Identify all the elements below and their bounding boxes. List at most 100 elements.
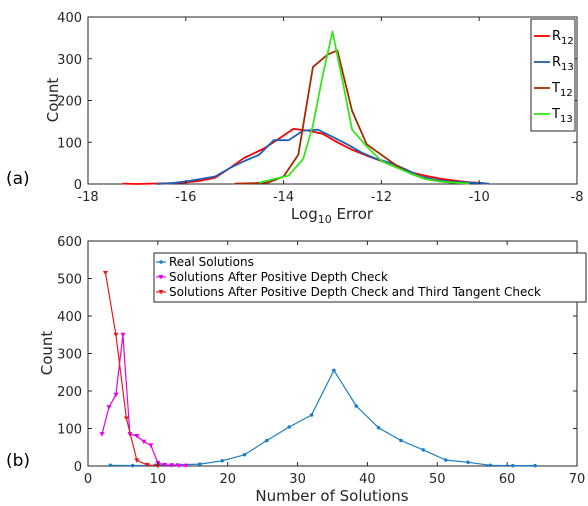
plot-b-legend-box [153,252,587,303]
plot-a-legend-label-main: T [551,107,560,122]
plot-b-series-0-line [110,369,536,467]
plot-a-legend-label-main: R [552,55,561,70]
plot-b-ylabel: Count [38,331,56,376]
plot-b-legend-label: Solutions After Positive Depth Check and… [169,285,541,299]
plot-a-ylabel: Count [44,78,62,123]
plot-b-xtick-label: 70 [569,472,586,487]
plot-a-ytick-label: 400 [57,11,82,26]
plot-b-series-0-point [108,463,113,468]
plot-a-legend-label-sub: 12 [561,36,574,47]
plot-a-xtick-label: -16 [175,190,196,205]
plot-b-series-2-point [144,462,150,468]
plot-a-xtick-label: -18 [77,190,98,205]
plot-b-series-0-point [510,463,515,468]
plot-b-series-0-point [421,448,426,452]
plot-a-ytick-label: 100 [57,136,82,151]
plot-b-ytick-label: 400 [57,310,82,325]
plot-b-series-0-point [242,452,247,457]
plot-b-legend-label: Solutions After Positive Depth Check [169,270,388,284]
panel-b: (b) 0 10 20 30 40 50 60 70 0 100 200 300 400 500 600 C… [6,235,587,505]
plot-b-ytick-label: 100 [57,423,82,438]
plot-b-series-0-point [354,404,359,408]
panel-a-label: (a) [6,169,30,189]
plot-b-ytick-label: 500 [57,273,82,288]
plot-a-xlabel-rest: Error [332,205,374,223]
plot-b-series-0-point [220,458,224,463]
plot-b-series-1-point [99,432,105,437]
plot-b-xtick-label: 40 [359,472,376,487]
plot-b-series-2-point [155,464,161,469]
plot-b-xtick-label: 50 [429,472,446,487]
plot-b-xtick-label: 0 [84,472,92,487]
plot-a-xlabel-sub: 10 [318,213,332,226]
plot-b-series-0-point [533,463,537,468]
plot-a-xtick-label: -10 [469,190,490,205]
plot-b-series-0-point [443,458,448,462]
plot-b-series-1-point [176,463,182,469]
plot-a-series-1-line [156,128,490,185]
plot-b-series-0-point [265,438,269,443]
plot-b-series-1-point [148,443,154,448]
plot-a-legend-label-main: T [551,81,560,96]
plot-b-series-0-point [309,413,314,417]
plot-b-legend-marker [158,290,164,295]
plot-b-series-1-point [134,434,140,439]
plot-b-ytick-label: 600 [57,235,82,250]
plot-b-xtick-label: 60 [499,472,516,487]
plot-a-legend-label: R13 [552,55,574,73]
plot-a-xtick-label: -14 [273,190,294,205]
plot-b-series-0-point [332,368,336,373]
plot-b-series-1-point [106,405,112,410]
panel-b-label: (b) [6,451,30,471]
plot-a-xtick-label: -8 [571,190,584,205]
plot-a-xlabel-main: Log [291,205,318,223]
plot-b-series-1-point [162,462,168,468]
plot-b-xtick-label: 20 [219,472,236,487]
plot-a-ytick-label: 300 [57,53,82,68]
plot-b-legend-marker [158,275,164,280]
plot-a-legend-label-sub: 13 [561,62,574,73]
plot-b-series-0-point [399,438,403,443]
plot-a-legend-label-sub: 13 [560,114,573,125]
plot-b-series-1-point [113,392,119,398]
plot-a-series-2-line [234,49,470,185]
plot-b-legend-label: Real Solutions [169,255,254,269]
plot-b-series-2-point [102,270,108,276]
plot-a-legend-label-main: R [552,29,561,44]
plot-a-series-3-line [258,30,470,185]
plot-b-series-0-point [287,425,291,429]
plot-b-xtick-label: 10 [150,472,167,487]
plot-b-series-2-point [113,332,119,338]
plot-b-series-1-point [183,463,189,469]
plot-a-xtick-label: -12 [371,190,392,205]
plot-b-series-0-point [376,425,381,430]
plot-a-ytick-label: 0 [74,178,82,193]
plot-b-series-0-point [130,463,135,468]
plot-a-legend-label: R12 [552,29,574,47]
plot-b-series-1-point [169,463,175,468]
plot-b-series-1-point [141,439,147,445]
plot-b-series-1-point [120,332,126,338]
plot-b-series-0-point [488,463,493,468]
plot-b-ytick-label: 200 [57,385,82,400]
plot-b-series-0-point [197,462,202,466]
plot-a-legend-label: T13 [551,107,573,125]
plot-b-series-0-point [466,460,470,465]
plot-a-xlabel: Log10 Error [291,205,374,226]
plot-a-legend-label-sub: 12 [560,88,573,99]
plot-b-series-1-line [101,334,186,467]
plot-b-ytick-label: 300 [57,348,82,363]
plot-a-frame [87,16,578,185]
panel-a: (a) -18 -16 -14 -12 -10 -8 0 100 200 300 400 Count… [6,11,583,226]
plot-a-ytick-label: 200 [57,95,82,110]
plot-a-legend-box [530,18,576,132]
plot-a-legend-label: T12 [551,81,573,99]
plot-b-xlabel: Number of Solutions [255,487,408,505]
plot-b-series-2-point [123,416,129,421]
plot-b-ytick-label: 0 [74,460,82,475]
plot-b-xtick-label: 30 [289,472,306,487]
plot-b-series-2-point [134,458,140,463]
